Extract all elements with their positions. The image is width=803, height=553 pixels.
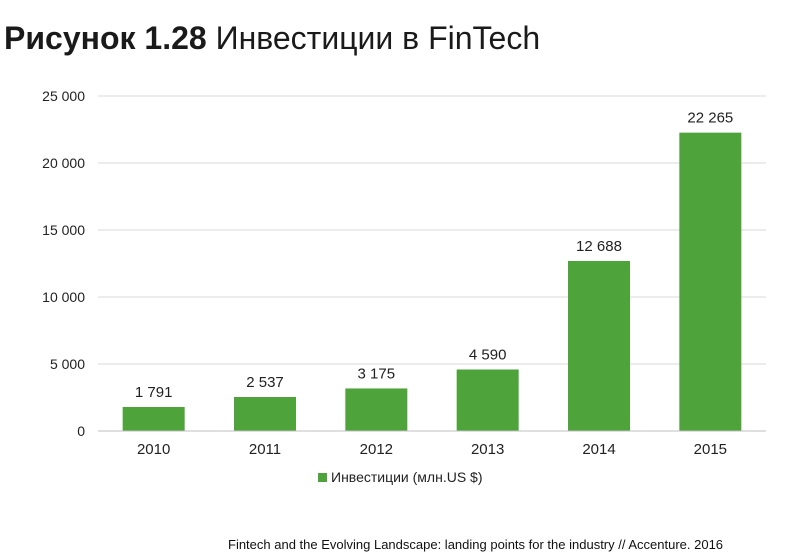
bar-2011 [234,397,296,431]
data-label-2015: 22 265 [687,110,733,127]
legend: Инвестиции (млн.US $) [318,469,483,485]
y-tick-label: 15 000 [42,222,85,238]
y-tick-label: 20 000 [42,155,85,171]
data-labels: 1 791 2 537 3 175 4 590 12 688 22 265 [135,110,733,401]
gridlines [98,95,766,365]
data-label-2014: 12 688 [576,238,622,255]
data-label-2013: 4 590 [469,346,507,363]
x-tick-label-2015: 2015 [694,441,727,458]
data-label-2010: 1 791 [135,384,173,401]
bar-2012 [345,388,408,431]
x-tick-label-2010: 2010 [137,441,170,458]
figure-number: Рисунок 1.28 [4,20,207,56]
x-tick-label-2014: 2014 [582,441,615,458]
x-axis-tick-labels: 2010 2011 2012 2013 2014 2015 [137,441,727,458]
figure-caption: Инвестиции в FinTech [215,20,541,56]
y-tick-label: 10 000 [42,289,85,305]
x-tick-label-2011: 2011 [249,441,281,458]
source-note: Fintech and the Evolving Landscape: land… [228,537,724,552]
data-label-2011: 2 537 [246,374,284,391]
legend-swatch [318,473,327,482]
y-tick-label: 25 000 [42,88,85,104]
y-tick-label: 0 [77,423,85,439]
data-label-2012: 3 175 [358,365,396,382]
bar-2014 [568,260,630,431]
bar-2010 [122,407,185,431]
x-tick-label-2012: 2012 [360,441,393,458]
bars [122,132,742,432]
x-tick-label-2013: 2013 [471,441,504,458]
legend-label: Инвестиции (млн.US $) [331,469,483,485]
bar-2015 [679,132,742,432]
figure-title: Рисунок 1.28 Инвестиции в FinTech [4,18,540,58]
y-tick-label: 5 000 [50,356,85,372]
bar-2013 [456,369,519,431]
y-axis-tick-labels: 0 5 000 10 000 15 000 20 000 25 000 [42,88,85,439]
